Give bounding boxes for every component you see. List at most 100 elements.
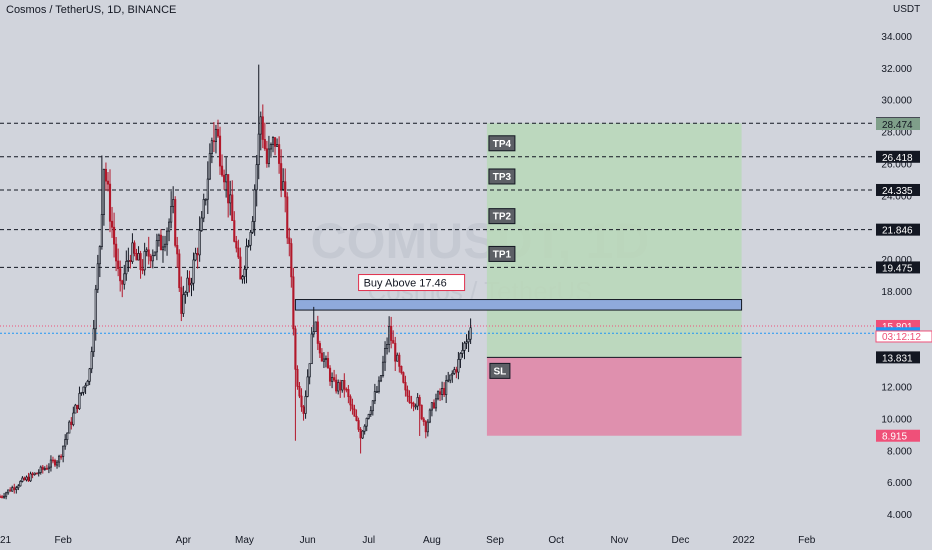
- candle-body: [398, 354, 401, 367]
- candle-body: [422, 418, 425, 422]
- candle-body: [78, 393, 81, 410]
- candle-body: [208, 153, 211, 180]
- candle-body: [255, 164, 258, 191]
- x-tick-label: Jun: [300, 535, 316, 546]
- candle-body: [430, 402, 433, 411]
- candle-body: [386, 344, 389, 349]
- candle-body: [229, 194, 232, 204]
- candle-body: [237, 247, 240, 258]
- sl-label-box: [489, 362, 511, 379]
- candle-body: [182, 294, 185, 314]
- countdown-box: [875, 330, 932, 343]
- entry-label-box: [358, 274, 466, 292]
- candle-body: [328, 367, 332, 382]
- candle-body: [119, 268, 122, 282]
- candle-body: [353, 408, 356, 417]
- x-tick-label: Feb: [55, 535, 73, 546]
- x-tick-label: 2022: [732, 535, 755, 546]
- stop-loss-zone: [486, 357, 742, 436]
- candle-body: [322, 358, 325, 362]
- candle-body: [463, 342, 466, 351]
- candle-body: [318, 343, 321, 354]
- candle-body: [200, 217, 203, 231]
- y-tick-label: 32.000: [881, 64, 912, 75]
- y-tick-label: 30.000: [881, 96, 912, 107]
- candle-body: [108, 183, 112, 222]
- price-badge-28.474: 28.474: [876, 118, 920, 131]
- candle-body: [39, 466, 42, 473]
- candle-body: [106, 180, 110, 185]
- candle-body: [396, 354, 399, 362]
- entry-zone: [294, 299, 743, 311]
- price-badge-box: [876, 261, 920, 274]
- candle-body: [123, 273, 126, 285]
- candle-body: [302, 406, 305, 414]
- candle-body: [333, 377, 336, 381]
- price-badge-box: [876, 183, 920, 196]
- candle-body: [145, 249, 148, 252]
- tp-label-box: [488, 245, 516, 262]
- candle-body: [55, 461, 59, 466]
- candle-body: [233, 220, 236, 242]
- candle-body: [447, 379, 450, 382]
- candle-body: [428, 409, 431, 423]
- candle-body: [143, 250, 146, 271]
- y-tick-label: 8.000: [887, 446, 912, 457]
- candle-body: [267, 148, 270, 164]
- candle-body: [60, 455, 63, 458]
- candle-body: [115, 243, 118, 262]
- candle-body: [100, 214, 103, 247]
- tp-label-box: [488, 208, 516, 225]
- candle-body: [3, 495, 6, 498]
- chart-title: Cosmos / TetherUS, 1D, BINANCE: [6, 4, 177, 16]
- candle-body: [286, 196, 289, 239]
- candle-body: [96, 263, 99, 290]
- candle-body: [102, 168, 105, 215]
- candle-body: [141, 269, 144, 271]
- candle-body: [412, 402, 415, 407]
- countdown-timer: 03:12:12: [882, 332, 921, 343]
- candle-body: [214, 128, 218, 142]
- candle-body: [192, 259, 195, 284]
- y-tick-label: 28.000: [881, 128, 912, 139]
- candle-body: [0, 496, 2, 498]
- candle-body: [92, 328, 95, 353]
- candle-body: [251, 221, 254, 233]
- price-badge-13.831: 13.831: [876, 351, 920, 364]
- candle-body: [47, 466, 50, 470]
- candle-body: [43, 468, 46, 470]
- candle-body: [153, 251, 156, 256]
- x-tick-label: May: [235, 535, 254, 546]
- price-badge-19.475: 19.475: [876, 261, 920, 274]
- candle-body: [13, 487, 16, 490]
- candle-body: [31, 473, 34, 476]
- candle-body: [367, 414, 370, 419]
- candle-body: [359, 429, 362, 439]
- candle-body: [62, 445, 65, 457]
- tp-label-4: TP4: [488, 135, 516, 152]
- candle-body: [5, 492, 8, 497]
- candle-body: [86, 380, 89, 386]
- candle-body: [76, 404, 79, 410]
- x-tick-label: Dec: [672, 535, 690, 546]
- candle-body: [218, 135, 222, 167]
- candle-body: [292, 276, 295, 330]
- candle-body: [451, 373, 454, 376]
- tp-label-2: TP2: [488, 208, 516, 225]
- candle-body: [161, 246, 165, 251]
- candle-body: [137, 253, 140, 261]
- candle-body: [343, 380, 346, 390]
- candle-body: [110, 220, 114, 228]
- candle-body: [64, 439, 67, 447]
- candle-body: [135, 253, 138, 261]
- candle-body: [21, 477, 24, 482]
- candle-body: [394, 342, 397, 362]
- candle-body: [227, 174, 230, 204]
- candle-body: [392, 340, 395, 344]
- y-tick-label: 20.000: [881, 255, 912, 266]
- candle-body: [284, 181, 287, 198]
- candle-body: [94, 288, 97, 330]
- candle-body: [159, 234, 163, 251]
- candle-body: [457, 359, 460, 373]
